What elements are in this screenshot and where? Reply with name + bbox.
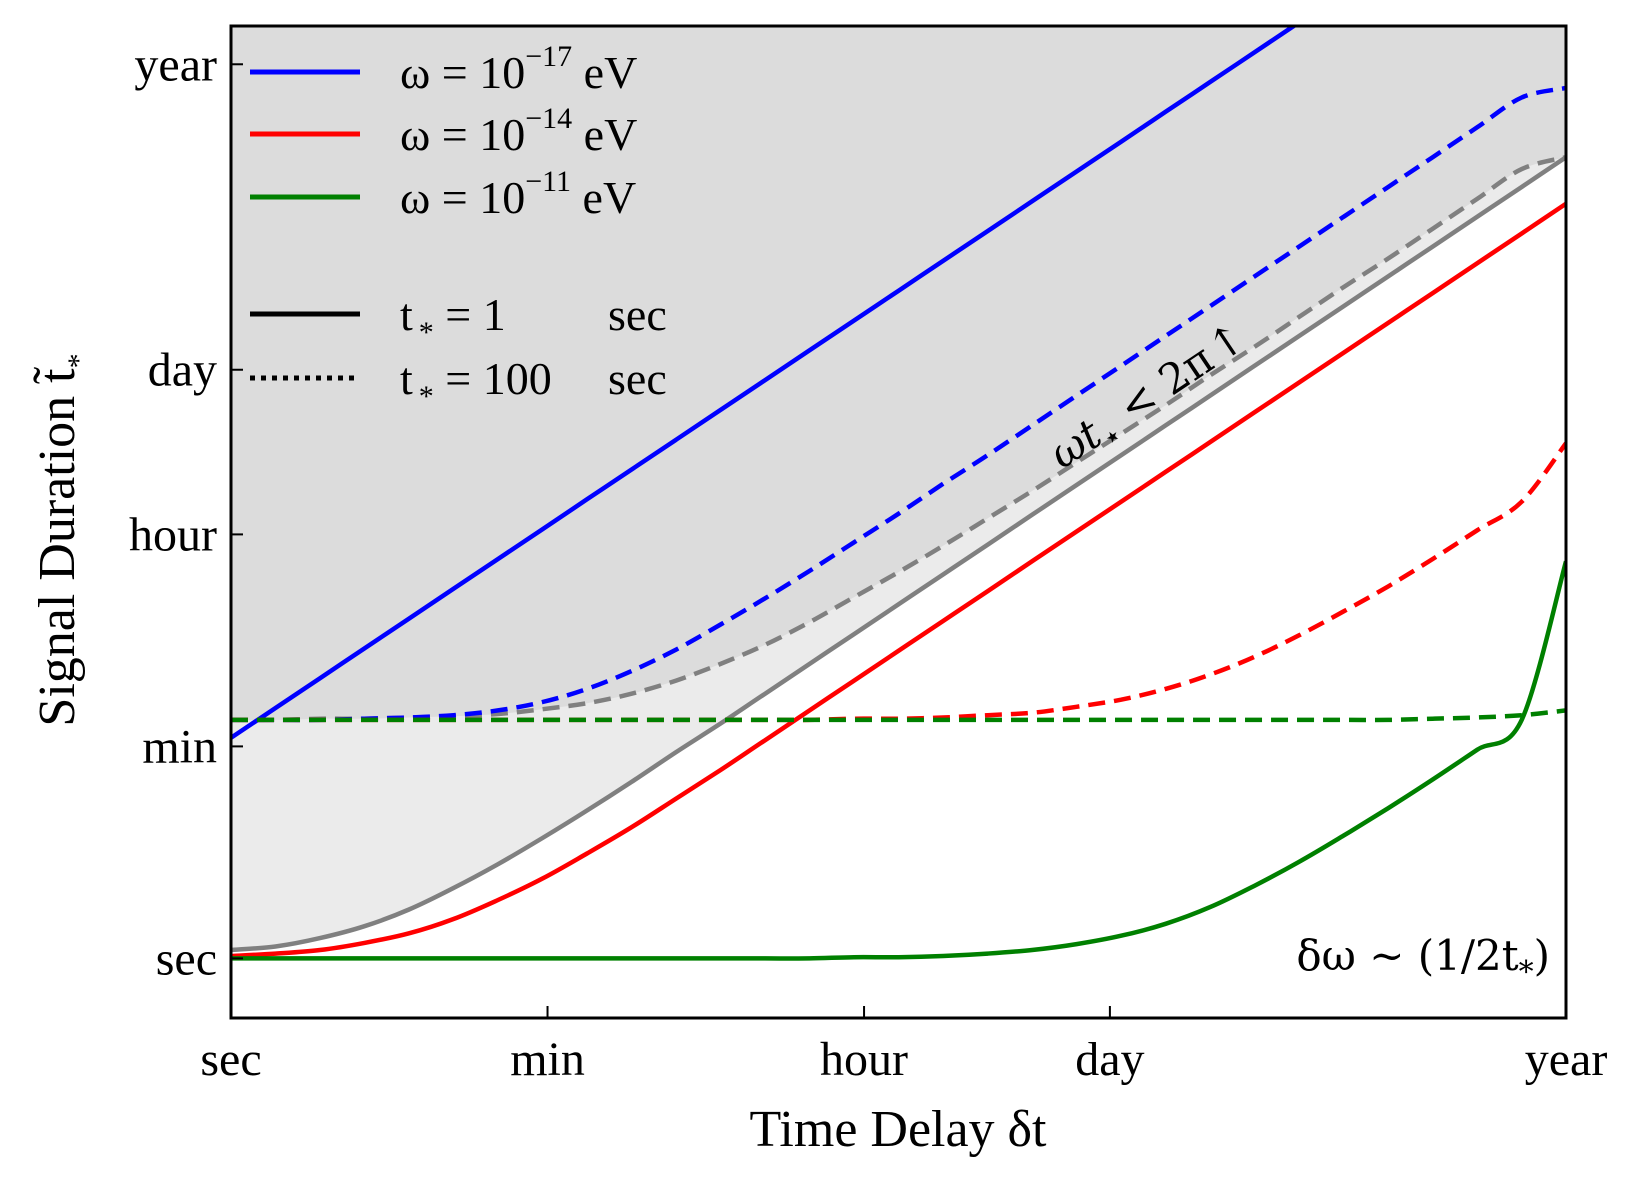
series-line-0 [231,26,1298,740]
x-tick-label-sec: sec [200,1033,261,1086]
legend-label: ω = 10 [400,47,525,98]
y-axis-label-sub: * [62,353,95,368]
legend-label-sub: * [419,316,434,349]
svg-text:ω = 10−17 eV: ω = 10−17 eV [400,40,637,98]
plot-frame [229,24,1568,1020]
legend-entry-omega-11: ω = 10−11 eV [250,165,636,223]
legend-label: ω = 10 [400,109,525,160]
legend-label-sub: * [419,380,434,413]
x-tick-label-year: year [1525,1033,1608,1086]
series-line-6 [231,560,1566,961]
legend-unit: eV [571,172,636,223]
svg-text:ω = 10−14 eV: ω = 10−14 eV [400,102,637,160]
annotation-sub: * [1519,955,1534,990]
legend-label: ω = 10 [400,172,525,223]
x-axis-label: Time Delay δt [749,1101,1047,1158]
legend-label-value: = 100 [434,353,552,404]
y-axis-label: Signal Duration t̃* [29,353,95,726]
series-layer [231,26,1566,961]
series-line-7 [231,708,1566,723]
series-line-1 [231,85,1566,723]
legend: ω = 10−17 eV ω = 10−14 eV ω = 10−11 eV t… [250,40,667,413]
legend-entry-omega-14: ω = 10−14 eV [250,102,637,160]
y-tick-label-day: day [148,344,217,397]
shaded-region-dark [231,26,1566,720]
legend-unit: eV [572,109,637,160]
legend-exponent: −17 [525,40,572,73]
legend-entry-tstar-1: t * = 1 sec [250,289,667,349]
y-tick-label-sec: sec [156,932,217,985]
legend-unit: eV [572,47,637,98]
annotation-delta-omega: δω ∼ (1/2t [1296,931,1518,980]
series-line-2 [231,155,1566,953]
svg-text:t* = 1: t * = 1 [400,289,506,349]
series-line-4 [231,201,1566,959]
x-tick-label-day: day [1075,1033,1144,1086]
y-tick-label-min: min [142,720,217,773]
legend-exponent: −14 [525,102,572,135]
x-tick-label-hour: hour [820,1033,908,1086]
legend-label-t: t [400,289,413,340]
delta-omega-annotation: δω ∼ (1/2t*) [1296,931,1550,990]
annotation-close: ) [1534,931,1550,980]
svg-text:Signal Duration t̃*: Signal Duration t̃* [29,353,95,726]
legend-label-t: t [400,353,413,404]
svg-text:t* = 100: t * = 100 [400,353,552,413]
svg-text:ω = 10−11 eV: ω = 10−11 eV [400,165,636,223]
y-tick-label-hour: hour [129,508,217,561]
legend-label-value: = 1 [434,289,506,340]
legend-exponent: −11 [525,165,571,198]
y-tick-label-year: year [134,38,217,91]
x-tick-label-min: min [510,1033,585,1086]
y-axis-label-text: Signal Duration t̃ [29,367,86,726]
legend-label-unit: sec [608,289,667,340]
legend-entry-tstar-100: t * = 100 sec [250,353,667,413]
plot-area [231,26,1566,961]
ticks: sec min hour day year sec min hour day year [129,38,1607,1086]
legend-entry-omega-17: ω = 10−17 eV [250,40,637,98]
legend-label-unit: sec [608,353,667,404]
